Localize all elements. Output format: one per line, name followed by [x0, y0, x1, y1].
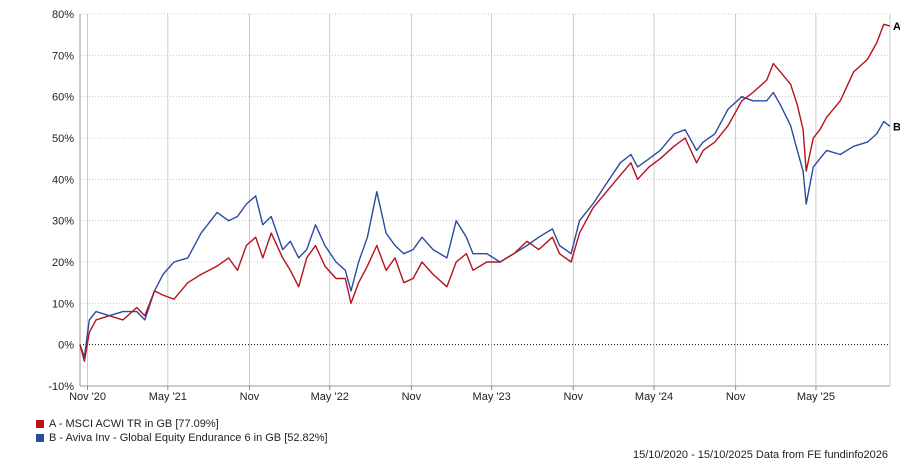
performance-line-chart: -10% 0% 10% 20% 30% 40% 50% 60% 70% 80% Nov '20 May… — [48, 9, 900, 403]
footer-date-range: 15/10/2020 - 15/10/2025 — [632, 449, 756, 461]
y-tick-label: 50% — [52, 133, 74, 145]
x-tick-label: Nov — [240, 391, 260, 403]
y-tick-label: 60% — [52, 92, 74, 104]
legend-label-b: B - Aviva Inv - Global Equity Endurance … — [49, 432, 328, 444]
x-tick-label: Nov — [563, 391, 583, 403]
series-line-b — [79, 91, 891, 358]
y-tick-label: -10% — [48, 381, 74, 393]
footer: 15/10/2020 - 15/10/2025 Data from FE fun… — [633, 449, 888, 461]
x-tick-label: May '24 — [635, 391, 673, 403]
axes — [79, 14, 891, 390]
gridlines — [80, 13, 890, 387]
x-tick-label: Nov — [402, 391, 422, 403]
legend-item-a: A - MSCI ACWI TR in GB [77.09%] — [36, 417, 328, 431]
x-tick-label: May '21 — [149, 391, 187, 403]
y-tick-label: 20% — [52, 257, 74, 269]
series-line-a — [79, 23, 891, 362]
y-tick-label: 80% — [52, 9, 74, 21]
series-end-label-a: A — [893, 21, 900, 33]
legend-swatch-a — [36, 420, 44, 428]
y-tick-label: 30% — [52, 216, 74, 228]
y-tick-label: 40% — [52, 174, 74, 186]
y-tick-label: 70% — [52, 50, 74, 62]
series-lines — [79, 23, 891, 362]
legend: A - MSCI ACWI TR in GB [77.09%] B - Aviv… — [36, 417, 328, 445]
y-tick-label: 0% — [58, 340, 74, 352]
x-tick-label: May '22 — [311, 391, 349, 403]
x-tick-label: May '25 — [797, 391, 835, 403]
series-end-label-b: B — [893, 121, 900, 133]
x-tick-label: Nov '20 — [69, 391, 106, 403]
x-tick-label: Nov — [726, 391, 746, 403]
y-tick-label: 10% — [52, 298, 74, 310]
tick-labels: -10% 0% 10% 20% 30% 40% 50% 60% 70% 80% Nov '20 May… — [48, 9, 900, 403]
legend-swatch-b — [36, 434, 44, 442]
x-tick-label: May '23 — [473, 391, 511, 403]
footer-source: Data from FE fundinfo2026 — [755, 449, 888, 461]
legend-item-b: B - Aviva Inv - Global Equity Endurance … — [36, 431, 328, 445]
legend-label-a: A - MSCI ACWI TR in GB [77.09%] — [49, 418, 219, 430]
